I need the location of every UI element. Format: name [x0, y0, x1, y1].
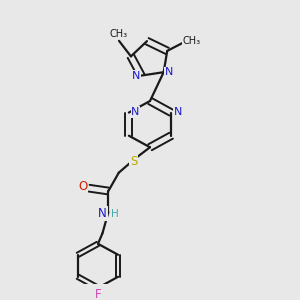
Text: N: N: [165, 67, 173, 77]
Text: N: N: [98, 207, 107, 220]
Text: H: H: [111, 208, 119, 219]
Text: N: N: [131, 107, 140, 117]
Text: CH₃: CH₃: [183, 36, 201, 46]
Text: S: S: [130, 155, 137, 168]
Text: N: N: [132, 70, 140, 81]
Text: O: O: [78, 180, 87, 193]
Text: N: N: [173, 107, 182, 117]
Text: F: F: [95, 287, 101, 300]
Text: CH₃: CH₃: [110, 29, 128, 39]
